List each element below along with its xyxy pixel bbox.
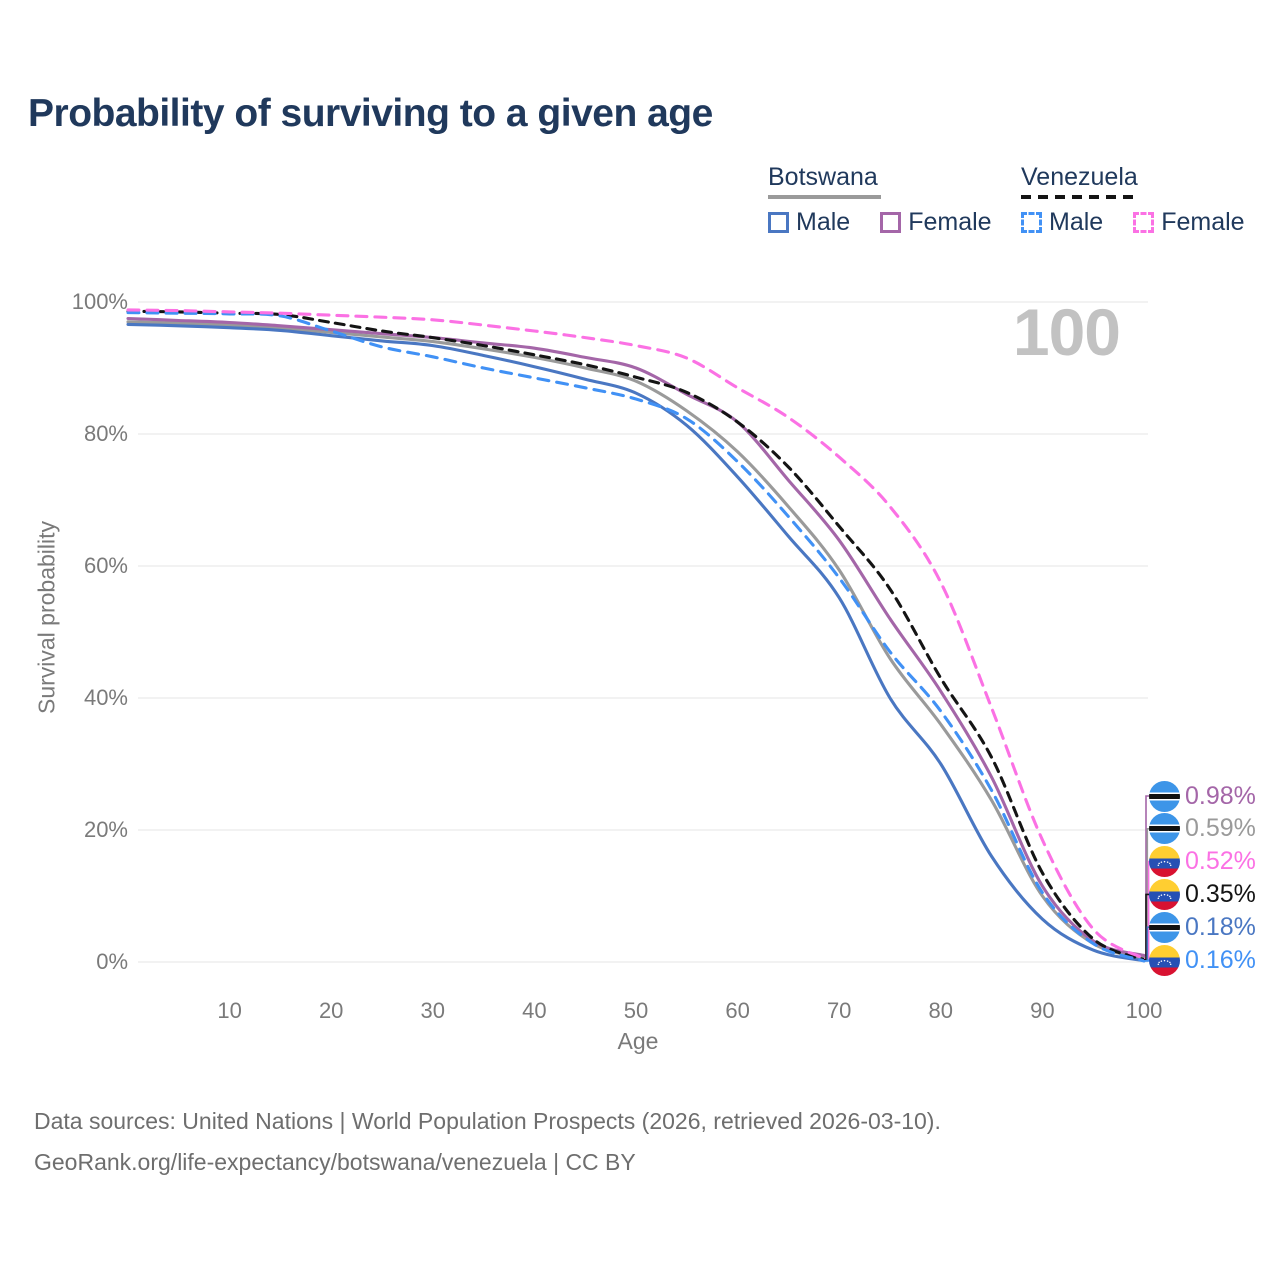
end-label-botswana-female: 0.98% <box>1149 780 1256 813</box>
x-axis-title: Age <box>617 1028 659 1054</box>
x-tick-label-80: 80 <box>928 998 954 1023</box>
legend-underline-venezuela-dashed <box>1021 195 1139 199</box>
y-tick-label-100: 100% <box>71 289 128 314</box>
chart-title: Probability of surviving to a given age <box>28 92 713 135</box>
x-tick-label-40: 40 <box>522 998 547 1023</box>
botswana-flag-icon <box>1149 780 1180 812</box>
legend-label-botswana-female: Female <box>908 208 992 236</box>
x-tick-label-30: 30 <box>420 998 446 1023</box>
x-tick-label-70: 70 <box>826 998 852 1023</box>
x-tick-label-20: 20 <box>318 998 344 1023</box>
legend-group-botswana: Botswana Male Female <box>768 163 1014 237</box>
x-tick-label-50: 50 <box>623 998 649 1023</box>
series-line-botswana-male[interactable] <box>126 322 1146 963</box>
series-line-venezuela-male[interactable] <box>126 311 1146 963</box>
x-tick-label-90: 90 <box>1030 998 1055 1023</box>
end-label-botswana-male: 0.18% <box>1149 911 1256 944</box>
series-line-venezuela[interactable] <box>126 309 1146 962</box>
legend-item-botswana-female[interactable]: Female <box>880 208 992 237</box>
legend-label-venezuela-male: Male <box>1049 208 1104 236</box>
y-tick-label-80: 80% <box>83 421 128 446</box>
venezuela-flag-icon <box>1149 878 1180 910</box>
end-value-text: 0.35% <box>1185 879 1256 908</box>
y-tick-label-0: 0% <box>96 949 128 974</box>
x-tick-label-100: 100 <box>1125 998 1163 1023</box>
venezuela-flag-icon <box>1149 944 1180 976</box>
end-label-venezuela: 0.35% <box>1149 878 1256 911</box>
y-tick-label-40: 40% <box>83 685 128 710</box>
botswana-flag-icon <box>1149 911 1180 943</box>
footer-attribution: GeoRank.org/life-expectancy/botswana/ven… <box>34 1149 636 1175</box>
x-tick-label-60: 60 <box>725 998 750 1023</box>
legend-underline-botswana-solid <box>768 195 881 199</box>
legend-country-venezuela: Venezuela <box>1021 163 1138 191</box>
legend-group-venezuela: Venezuela Male Female <box>1021 163 1267 237</box>
legend-swatch-botswana-male <box>768 212 789 233</box>
age-watermark: 100 <box>1012 295 1121 369</box>
legend-item-botswana-male[interactable]: Male <box>768 208 850 237</box>
end-label-venezuela-male: 0.16% <box>1149 944 1256 977</box>
botswana-flag-icon <box>1149 813 1180 845</box>
leader-line-venezuela <box>1144 893 1150 961</box>
legend-item-venezuela-female[interactable]: Female <box>1133 208 1245 237</box>
legend-item-venezuela-male[interactable]: Male <box>1021 208 1103 237</box>
x-tick-label-10: 10 <box>217 998 242 1023</box>
end-value-text: 0.52% <box>1185 847 1256 876</box>
end-value-text: 0.18% <box>1185 912 1256 941</box>
legend-label-botswana-male: Male <box>796 208 851 236</box>
y-tick-label-60: 60% <box>83 553 128 578</box>
legend-country-botswana: Botswana <box>768 163 878 191</box>
legend-label-venezuela-female: Female <box>1161 208 1245 236</box>
end-value-text: 0.16% <box>1185 945 1256 974</box>
y-tick-label-20: 20% <box>83 817 128 842</box>
series-line-botswana[interactable] <box>126 320 1146 960</box>
end-label-venezuela-female: 0.52% <box>1149 845 1256 878</box>
end-label-botswana: 0.59% <box>1149 812 1256 845</box>
footer-sources: Data sources: United Nations | World Pop… <box>34 1108 941 1134</box>
series-line-botswana-female[interactable] <box>126 316 1146 958</box>
legend-swatch-venezuela-male <box>1021 212 1042 233</box>
end-value-text: 0.59% <box>1185 814 1256 843</box>
venezuela-flag-icon <box>1149 846 1180 878</box>
series-line-venezuela-female[interactable] <box>126 308 1146 961</box>
legend-swatch-botswana-female <box>880 212 902 233</box>
end-value-text: 0.98% <box>1185 781 1256 810</box>
legend-swatch-venezuela-female <box>1133 212 1155 233</box>
leader-line-botswana-female <box>1144 795 1150 957</box>
